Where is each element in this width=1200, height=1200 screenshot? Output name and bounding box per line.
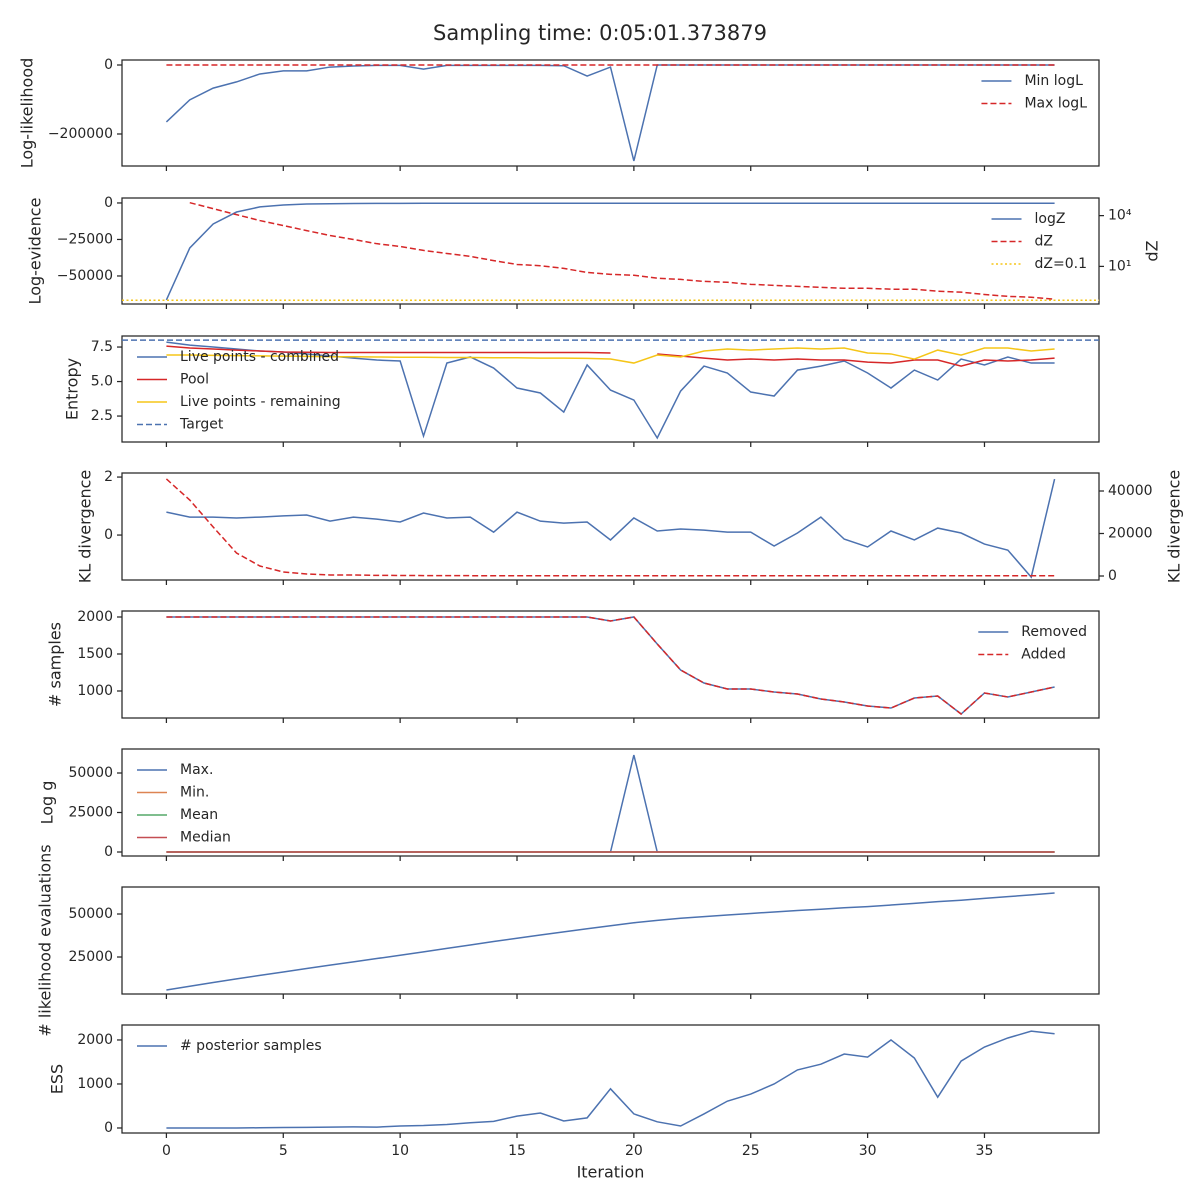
y-tick-label: 2000 — [77, 609, 113, 625]
y2-tick-label: 0 — [1108, 568, 1117, 584]
y-axis-label: # samples — [46, 622, 65, 707]
legend-label: Target — [179, 417, 224, 433]
series-line — [165, 478, 1055, 577]
axes-frame — [121, 197, 1100, 305]
x-tick-label: 15 — [508, 1143, 526, 1159]
series-line — [166, 616, 1055, 715]
y-axis-label: # likelihood evaluations — [36, 844, 55, 1036]
legend-label: Max logL — [1024, 96, 1087, 112]
y-tick-label: 0 — [104, 57, 113, 73]
y-tick-label: 0 — [104, 844, 113, 860]
y-tick-label: 0 — [104, 1120, 113, 1136]
y-tick-label: 1000 — [77, 1076, 113, 1092]
series-line — [165, 64, 1055, 162]
y-tick-label: 1000 — [77, 683, 113, 699]
legend-label: Added — [1021, 647, 1066, 663]
legend-label: Median — [180, 830, 231, 846]
legend-label: Min logL — [1024, 73, 1083, 89]
legend-label: Min. — [180, 785, 209, 801]
y-tick-label: 50000 — [68, 906, 113, 922]
series-line — [166, 345, 1055, 367]
legend-label: Mean — [180, 807, 218, 823]
y-tick-label: −50000 — [57, 268, 113, 284]
series-line — [165, 202, 1055, 301]
y-tick-label: −25000 — [57, 231, 113, 247]
legend-label: dZ=0.1 — [1035, 256, 1087, 272]
y-axis-label: ESS — [48, 1064, 67, 1094]
y-axis-label: KL divergence — [76, 470, 95, 583]
series-line — [166, 478, 1056, 579]
y2-tick-label: 40000 — [1108, 483, 1153, 499]
y2-tick-label: 10¹ — [1108, 258, 1131, 274]
axes-frame — [121, 610, 1100, 719]
y-tick-label: 1500 — [77, 646, 113, 662]
axes-frame — [121, 59, 1100, 167]
y-axis-label: Log-evidence — [26, 198, 45, 305]
y2-axis-label: dZ — [1143, 240, 1162, 261]
x-tick-label: 5 — [279, 1143, 288, 1159]
legend-label: Pool — [180, 372, 209, 388]
y-tick-label: 7.5 — [91, 339, 113, 355]
series-line — [166, 754, 1055, 853]
x-tick-label: 20 — [625, 1143, 643, 1159]
series-line — [166, 347, 1055, 364]
y-axis-label: Entropy — [63, 358, 82, 420]
y-tick-label: 0 — [104, 527, 113, 543]
y-tick-label: −200000 — [48, 126, 113, 142]
legend-label: logZ — [1035, 211, 1066, 227]
y-axis-label: Log-likelihood — [18, 58, 37, 169]
legend-label: dZ — [1035, 234, 1053, 250]
y-axis-label: Log g — [38, 781, 57, 825]
y2-axis-label: KL divergence — [1165, 470, 1184, 583]
legend-label: Live points - combined — [180, 349, 339, 365]
x-tick-label: 35 — [976, 1143, 994, 1159]
axes-frame — [121, 1024, 1100, 1134]
series-line — [189, 201, 1055, 300]
y-tick-label: 50000 — [68, 765, 113, 781]
x-tick-label: 30 — [859, 1143, 877, 1159]
legend-label: # posterior samples — [180, 1038, 322, 1054]
legend-label: Max. — [180, 762, 213, 778]
axes-frame — [121, 748, 1100, 857]
axes-frame — [121, 472, 1100, 581]
axes-frame — [121, 886, 1100, 995]
legend-label: Live points - remaining — [180, 394, 341, 410]
x-tick-label: 0 — [162, 1143, 171, 1159]
y-tick-label: 0 — [104, 195, 113, 211]
series-line — [166, 616, 1055, 715]
x-tick-label: 25 — [742, 1143, 760, 1159]
y-tick-label: 25000 — [68, 949, 113, 965]
legend-label: Removed — [1021, 624, 1087, 640]
y-tick-label: 2000 — [77, 1032, 113, 1048]
y2-tick-label: 20000 — [1108, 526, 1153, 542]
y2-tick-label: 10⁴ — [1108, 208, 1132, 224]
axes-frame — [121, 335, 1100, 443]
series-line — [166, 1030, 1055, 1129]
y-tick-label: 2.5 — [91, 408, 113, 424]
series-line — [166, 892, 1055, 991]
x-axis-label: Iteration — [577, 1163, 645, 1182]
y-tick-label: 2 — [104, 469, 113, 485]
series-line — [166, 341, 1055, 440]
y-tick-label: 5.0 — [91, 374, 113, 390]
figure-title: Sampling time: 0:05:01.373879 — [433, 21, 767, 45]
x-tick-label: 10 — [391, 1143, 409, 1159]
y-tick-label: 25000 — [68, 805, 113, 821]
